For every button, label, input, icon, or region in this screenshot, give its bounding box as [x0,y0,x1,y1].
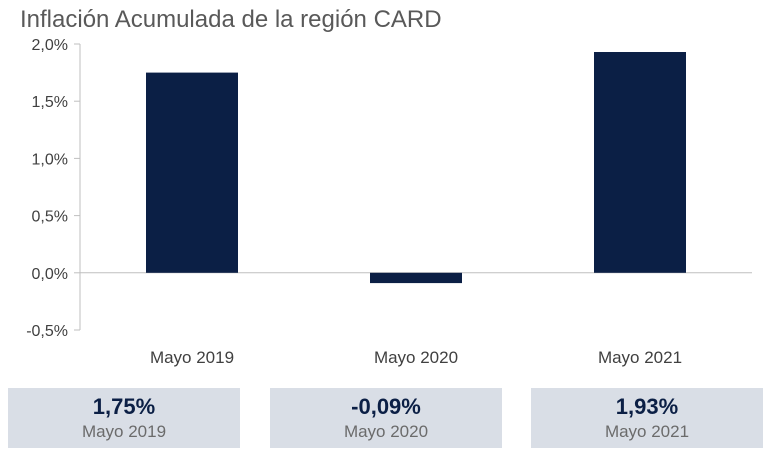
summary-box-2021: 1,93% Mayo 2021 [531,388,763,448]
summary-value: 1,75% [92,394,156,419]
bar [146,72,238,273]
summary-box-2019: 1,75% Mayo 2019 [8,388,240,448]
summary-label: Mayo 2020 [343,422,429,441]
x-tick-label: Mayo 2021 [598,348,682,367]
bar [594,52,686,273]
summary-box-2020: -0,09% Mayo 2020 [270,388,502,448]
y-tick-label: 2,0% [32,37,68,54]
y-tick-label: 0,5% [32,209,68,226]
y-tick-label: -0,5% [26,323,68,340]
bar [370,272,462,284]
chart-title: Inflación Acumulada de la región CARD [20,6,442,33]
y-tick-label: 1,5% [32,94,68,111]
summary-value: 1,93% [615,394,679,419]
summary-label: Mayo 2019 [81,422,167,441]
x-tick-label: Mayo 2019 [150,348,234,367]
y-tick-label: 1,0% [32,151,68,168]
x-tick-label: Mayo 2020 [374,348,458,367]
y-tick-label: 0,0% [32,266,68,283]
summary-value: -0,09% [351,394,421,419]
summary-label: Mayo 2021 [604,422,690,441]
